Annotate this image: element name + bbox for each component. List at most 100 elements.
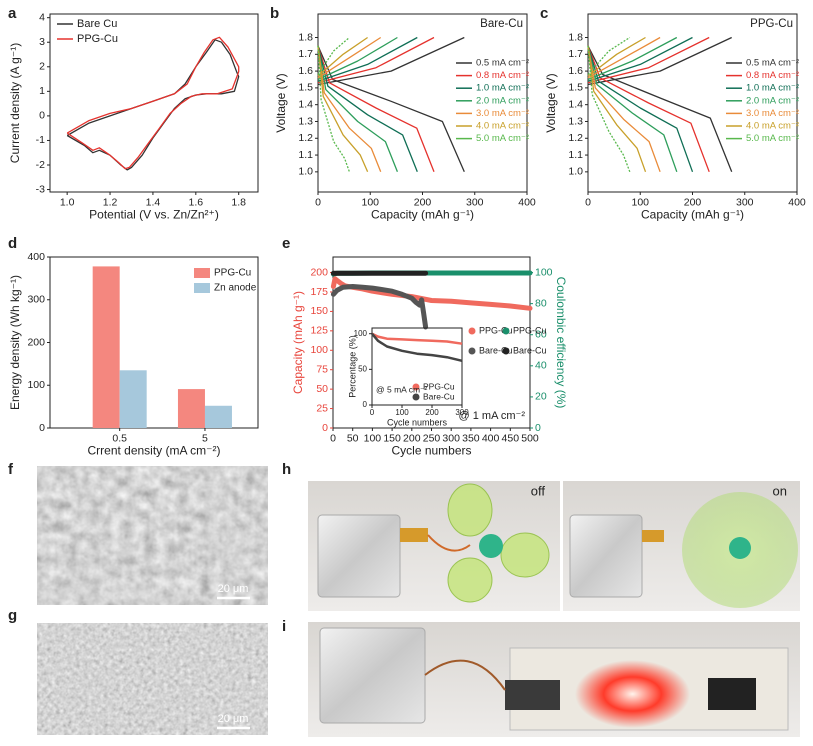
x-tick-label: 300 <box>442 432 460 444</box>
legend-swatch <box>194 268 210 278</box>
x-axis-label: Capacity (mAh g⁻¹) <box>371 208 474 222</box>
x-tick-label: 400 <box>788 196 806 208</box>
series-line <box>66 36 240 170</box>
y-tick-label: 100 <box>354 329 368 338</box>
y-tick-label: 0 <box>322 422 328 434</box>
battery <box>569 514 643 598</box>
x-tick-label: 1.0 <box>60 196 75 208</box>
x-tick-label: 250 <box>423 432 441 444</box>
legend-label: PPG-Cu <box>513 325 547 335</box>
state-label: off <box>531 483 546 498</box>
y2-tick-label: 0 <box>535 422 541 434</box>
y2-tick-label: 60 <box>535 329 547 341</box>
y-tick-label: 50 <box>358 364 367 373</box>
led-matrix <box>575 660 690 728</box>
y-tick-label: 1.3 <box>298 115 313 127</box>
x-tick-label: 1.8 <box>231 196 246 208</box>
y-tick-label: 2 <box>39 61 45 73</box>
annotation: @ 1 mA cm⁻² <box>459 410 526 422</box>
y-tick-label: 1.5 <box>568 82 583 94</box>
inset-line <box>371 332 463 345</box>
wire <box>424 659 506 691</box>
y-tick-label: 1.6 <box>298 65 313 77</box>
x-tick-label: 100 <box>395 408 409 417</box>
legend-label: 3.0 mA cm⁻² <box>746 108 799 119</box>
x-tick-label: 50 <box>347 432 359 444</box>
discharge-curve <box>317 45 382 173</box>
y2-tick-label: 100 <box>535 266 553 278</box>
y-tick-label: 300 <box>27 294 45 306</box>
state-label: on <box>773 483 787 498</box>
y-tick-label: 1.3 <box>568 115 583 127</box>
y-tick-label: 50 <box>316 383 328 395</box>
y-axis-label: Current density (A g⁻¹) <box>8 43 22 163</box>
legend-label: 3.0 mA cm⁻² <box>476 108 529 119</box>
y-axis-label: Voltage (V) <box>274 73 288 132</box>
y-tick-label: 200 <box>310 266 328 278</box>
sem-image-g <box>37 623 268 735</box>
charge-curve <box>317 36 368 77</box>
inset-annotation: @ 5 mA cm⁻² <box>376 384 428 394</box>
plot-frame <box>371 327 463 406</box>
x-tick-label: 0.5 <box>112 432 127 444</box>
discharge-curve <box>317 45 418 173</box>
y-tick-label: 1.7 <box>298 48 313 60</box>
x-tick-label: 200 <box>403 432 421 444</box>
y-tick-label: 1.6 <box>568 65 583 77</box>
charge-curve <box>587 36 710 84</box>
display <box>708 678 756 710</box>
discharge-curve <box>587 45 678 173</box>
panel-label: i <box>282 618 286 635</box>
y-tick-label: 4 <box>39 11 45 23</box>
y-tick-label: 200 <box>27 336 45 348</box>
discharge-curve <box>587 45 694 173</box>
x-tick-label: 200 <box>425 408 439 417</box>
connector <box>400 528 428 542</box>
x-tick-label: 450 <box>502 432 520 444</box>
connector <box>642 530 664 542</box>
bar <box>177 389 205 428</box>
discharge-curve <box>317 45 465 173</box>
charge-curve <box>317 36 435 84</box>
x-tick-label: 500 <box>521 432 539 444</box>
y-tick-label: 75 <box>316 363 328 375</box>
y-tick-label: 1.1 <box>298 149 313 161</box>
y-tick-label: 1.7 <box>568 48 583 60</box>
legend-label: 1.0 mA cm⁻² <box>746 83 799 94</box>
x-axis-label: Cycle numbers <box>387 417 448 427</box>
legend-label: Bare Cu <box>77 18 117 30</box>
legend-marker <box>468 327 476 335</box>
discharge-curve <box>317 45 435 173</box>
legend-marker <box>412 393 420 401</box>
x-tick-label: 400 <box>518 196 536 208</box>
legend-marker <box>412 383 420 391</box>
y-tick-label: 1.4 <box>298 98 313 110</box>
blade <box>447 557 493 603</box>
panel-label: d <box>8 235 17 252</box>
charge-curve <box>587 36 678 81</box>
charge-curve <box>317 36 418 82</box>
y-tick-label: 0 <box>39 110 45 122</box>
sem-image-f <box>37 466 268 605</box>
y2-axis-label: Coulombic efficiency (%) <box>554 277 568 409</box>
x-tick-label: 300 <box>455 408 469 417</box>
blade <box>447 483 493 537</box>
legend-label: 0.8 mA cm⁻² <box>746 70 799 81</box>
panel-label: a <box>8 5 17 22</box>
x-tick-label: 200 <box>684 196 702 208</box>
charge-curve <box>587 36 631 75</box>
y-tick-label: 1.4 <box>568 98 583 110</box>
y-tick-label: 1.8 <box>298 31 313 43</box>
x-axis-label: Potential (V vs. Zn/Zn²⁺) <box>89 208 219 222</box>
charge-curve <box>317 37 350 75</box>
y-tick-label: 1.1 <box>568 149 583 161</box>
y-axis-label: Energy density (Wh kg⁻¹) <box>8 275 22 410</box>
x-axis-label: Capacity (mAh g⁻¹) <box>641 208 744 222</box>
x-tick-label: 150 <box>383 432 401 444</box>
controller <box>505 680 560 710</box>
y-tick-label: 1.0 <box>298 166 313 178</box>
y2-tick-label: 20 <box>535 391 547 403</box>
legend-label: 2.0 mA cm⁻² <box>476 95 529 106</box>
legend-label: Bare-Cu <box>513 345 547 355</box>
